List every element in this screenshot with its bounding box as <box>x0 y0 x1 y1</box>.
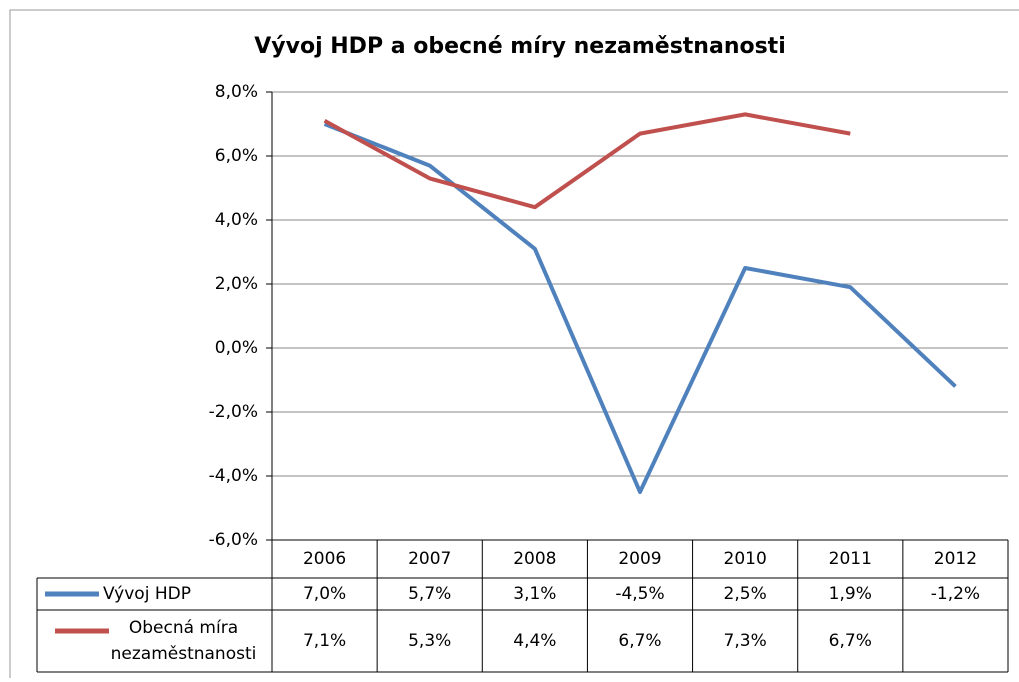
x-tick-label: 2011 <box>829 549 872 569</box>
legend-label: Vývoj HDP <box>103 584 191 604</box>
series-line <box>323 112 851 210</box>
y-tick-label: -4,0% <box>209 466 258 486</box>
chart-frame <box>9 9 1019 682</box>
y-tick-label: 4,0% <box>215 210 258 230</box>
legend-label-box: Vývoj HDP <box>103 584 191 604</box>
x-tick-label: 2006 <box>303 549 346 569</box>
x-tick-label: 2009 <box>618 549 661 569</box>
data-label: 2,5% <box>724 584 767 604</box>
y-tick-label: 6,0% <box>215 146 258 166</box>
y-tick-label: -6,0% <box>209 530 258 550</box>
y-tick-label: 8,0% <box>215 82 258 102</box>
legend-label: Obecná míra nezaměstnanosti <box>110 618 257 664</box>
data-label: 4,4% <box>513 631 556 651</box>
data-label: 7,1% <box>303 631 346 651</box>
y-tick-label: -2,0% <box>209 402 258 422</box>
data-label: 5,3% <box>408 631 451 651</box>
data-label: -1,2% <box>931 584 980 604</box>
y-tick-label: 2,0% <box>215 274 258 294</box>
data-label: 6,7% <box>829 631 872 651</box>
x-tick-label: 2012 <box>934 549 977 569</box>
x-tick-label: 2010 <box>724 549 767 569</box>
data-label: 5,7% <box>408 584 451 604</box>
data-label: 6,7% <box>618 631 661 651</box>
data-label: 7,0% <box>303 584 346 604</box>
chart-title: Vývoj HDP a obecné míry nezaměstnanosti <box>254 34 786 59</box>
x-tick-label: 2007 <box>408 549 451 569</box>
data-label: 7,3% <box>724 631 767 651</box>
data-label: 3,1% <box>513 584 556 604</box>
legend-label-box: Obecná míra nezaměstnanosti <box>110 618 257 664</box>
y-tick-label: 0,0% <box>215 338 258 358</box>
data-label: -4,5% <box>615 584 664 604</box>
series-line <box>323 122 957 494</box>
data-label: 1,9% <box>829 584 872 604</box>
x-tick-label: 2008 <box>513 549 556 569</box>
